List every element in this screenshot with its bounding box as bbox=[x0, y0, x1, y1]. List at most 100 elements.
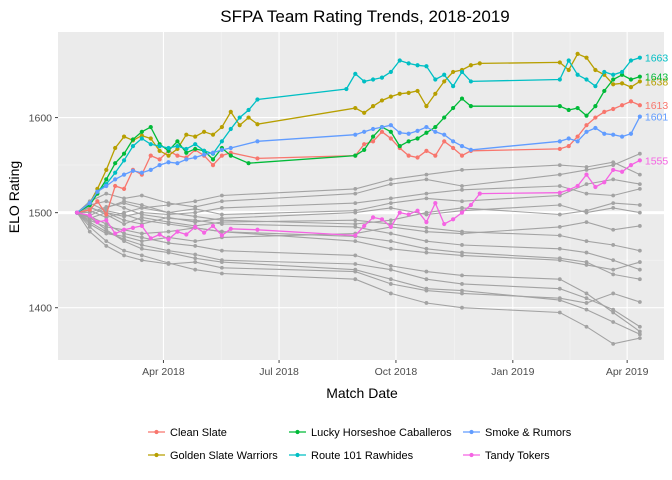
series-point bbox=[433, 77, 438, 82]
series-point bbox=[566, 67, 571, 73]
other-team-point bbox=[557, 224, 562, 229]
series-point bbox=[442, 139, 447, 144]
other-team-point bbox=[139, 215, 144, 220]
other-team-point bbox=[353, 267, 358, 272]
other-team-point bbox=[104, 244, 109, 248]
other-team-point bbox=[584, 220, 589, 225]
other-team-point bbox=[584, 301, 589, 305]
other-team-point bbox=[424, 250, 429, 255]
other-team-point bbox=[424, 286, 429, 291]
series-point bbox=[193, 155, 198, 160]
series-point bbox=[637, 79, 642, 84]
series-point bbox=[433, 201, 438, 206]
other-team-point bbox=[611, 310, 616, 315]
other-team-point bbox=[353, 186, 358, 191]
series-point bbox=[344, 86, 349, 92]
series-point bbox=[237, 123, 242, 128]
other-team-point bbox=[557, 286, 562, 291]
other-team-point bbox=[219, 248, 224, 253]
series-point bbox=[557, 104, 562, 109]
series-point bbox=[424, 148, 429, 153]
series-end-label: 1555 bbox=[645, 155, 669, 167]
other-team-point bbox=[219, 218, 224, 223]
series-point bbox=[388, 69, 393, 75]
other-team-point bbox=[193, 267, 198, 272]
other-team-point bbox=[424, 210, 429, 215]
series-point bbox=[121, 158, 127, 163]
other-team-point bbox=[104, 231, 109, 236]
series-point bbox=[397, 210, 402, 215]
other-team-point bbox=[460, 288, 464, 293]
series-point bbox=[130, 168, 136, 173]
other-team-point bbox=[424, 277, 429, 282]
y-axis: 1400 1500 1600 bbox=[29, 113, 58, 315]
other-team-point bbox=[611, 291, 616, 296]
series-point bbox=[157, 232, 162, 237]
series-point bbox=[95, 220, 100, 225]
series-point bbox=[442, 79, 447, 84]
other-team-line bbox=[77, 161, 641, 218]
series-point bbox=[406, 212, 411, 217]
other-team-point bbox=[637, 336, 642, 341]
series-point bbox=[370, 126, 376, 132]
other-team-point bbox=[193, 239, 198, 244]
series-point bbox=[237, 115, 242, 120]
other-team-point bbox=[460, 199, 464, 204]
other-team-point bbox=[460, 187, 464, 192]
series-point bbox=[166, 160, 171, 165]
legend-key-point bbox=[295, 429, 300, 435]
series-point bbox=[406, 153, 411, 158]
other-team-point bbox=[353, 208, 358, 213]
series-point bbox=[175, 161, 180, 166]
series-point bbox=[175, 139, 180, 144]
other-team-point bbox=[424, 172, 429, 177]
other-team-point bbox=[424, 229, 429, 234]
other-team-line bbox=[76, 178, 640, 217]
other-team-point bbox=[557, 163, 562, 168]
series-point bbox=[202, 230, 207, 235]
other-team-point bbox=[611, 227, 616, 232]
series-point bbox=[442, 115, 447, 120]
series-point bbox=[593, 125, 598, 131]
series-point bbox=[210, 150, 216, 155]
other-team-point bbox=[139, 258, 144, 263]
series-point bbox=[113, 145, 118, 151]
series-point bbox=[557, 77, 562, 82]
other-team-point bbox=[87, 222, 92, 226]
other-team-point bbox=[166, 250, 171, 255]
other-team-point bbox=[219, 271, 224, 276]
series-point bbox=[611, 106, 616, 112]
series-point bbox=[628, 131, 634, 136]
series-point bbox=[557, 60, 562, 65]
series-point bbox=[148, 167, 153, 172]
other-team-point bbox=[584, 307, 589, 312]
series-point bbox=[602, 88, 607, 94]
series-point bbox=[228, 145, 233, 151]
series-point bbox=[593, 67, 598, 73]
series-point bbox=[379, 124, 385, 130]
series-point bbox=[113, 177, 118, 182]
other-team-point bbox=[611, 160, 616, 165]
series-point bbox=[584, 172, 589, 177]
other-team-point bbox=[193, 214, 198, 219]
legend-label: Clean Slate bbox=[170, 427, 227, 439]
other-team-point bbox=[166, 215, 171, 220]
series-point bbox=[87, 201, 92, 206]
other-team-point bbox=[557, 193, 562, 198]
series-point bbox=[424, 104, 429, 109]
other-team-point bbox=[557, 246, 562, 251]
series-point bbox=[148, 236, 153, 241]
legend-label: Smoke & Rumors bbox=[485, 427, 572, 439]
other-team-point bbox=[122, 212, 126, 217]
x-axis: Apr 2018 Jul 2018 Oct 2018 Jan 2019 Apr 2019 bbox=[142, 360, 649, 378]
other-team-point bbox=[637, 186, 642, 191]
legend-key-point bbox=[154, 429, 159, 435]
series-point bbox=[139, 170, 144, 175]
series-point bbox=[166, 145, 171, 151]
legend-key-point bbox=[469, 429, 474, 435]
series-point bbox=[148, 124, 153, 130]
other-team-line bbox=[76, 212, 641, 304]
other-team-point bbox=[388, 201, 393, 206]
